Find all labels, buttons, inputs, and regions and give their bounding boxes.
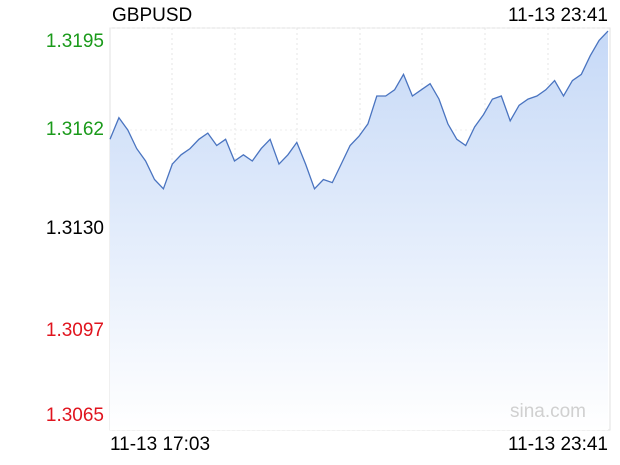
price-line [109,30,609,191]
chart-title: GBPUSD [112,5,192,26]
area-fill [110,31,608,430]
timestamp: 11-13 23:41 [508,5,608,26]
y-tick-label: 1.3195 [46,31,104,52]
y-tick-label: 1.3162 [46,119,104,140]
x-tick-label: 11-13 23:41 [508,434,608,455]
x-tick-label: 11-13 17:03 [110,434,210,455]
y-tick-label: 1.3130 [46,218,104,239]
watermark: sina.com [510,401,586,422]
y-tick-label: 1.3065 [46,405,104,426]
y-tick-label: 1.3097 [46,320,104,341]
